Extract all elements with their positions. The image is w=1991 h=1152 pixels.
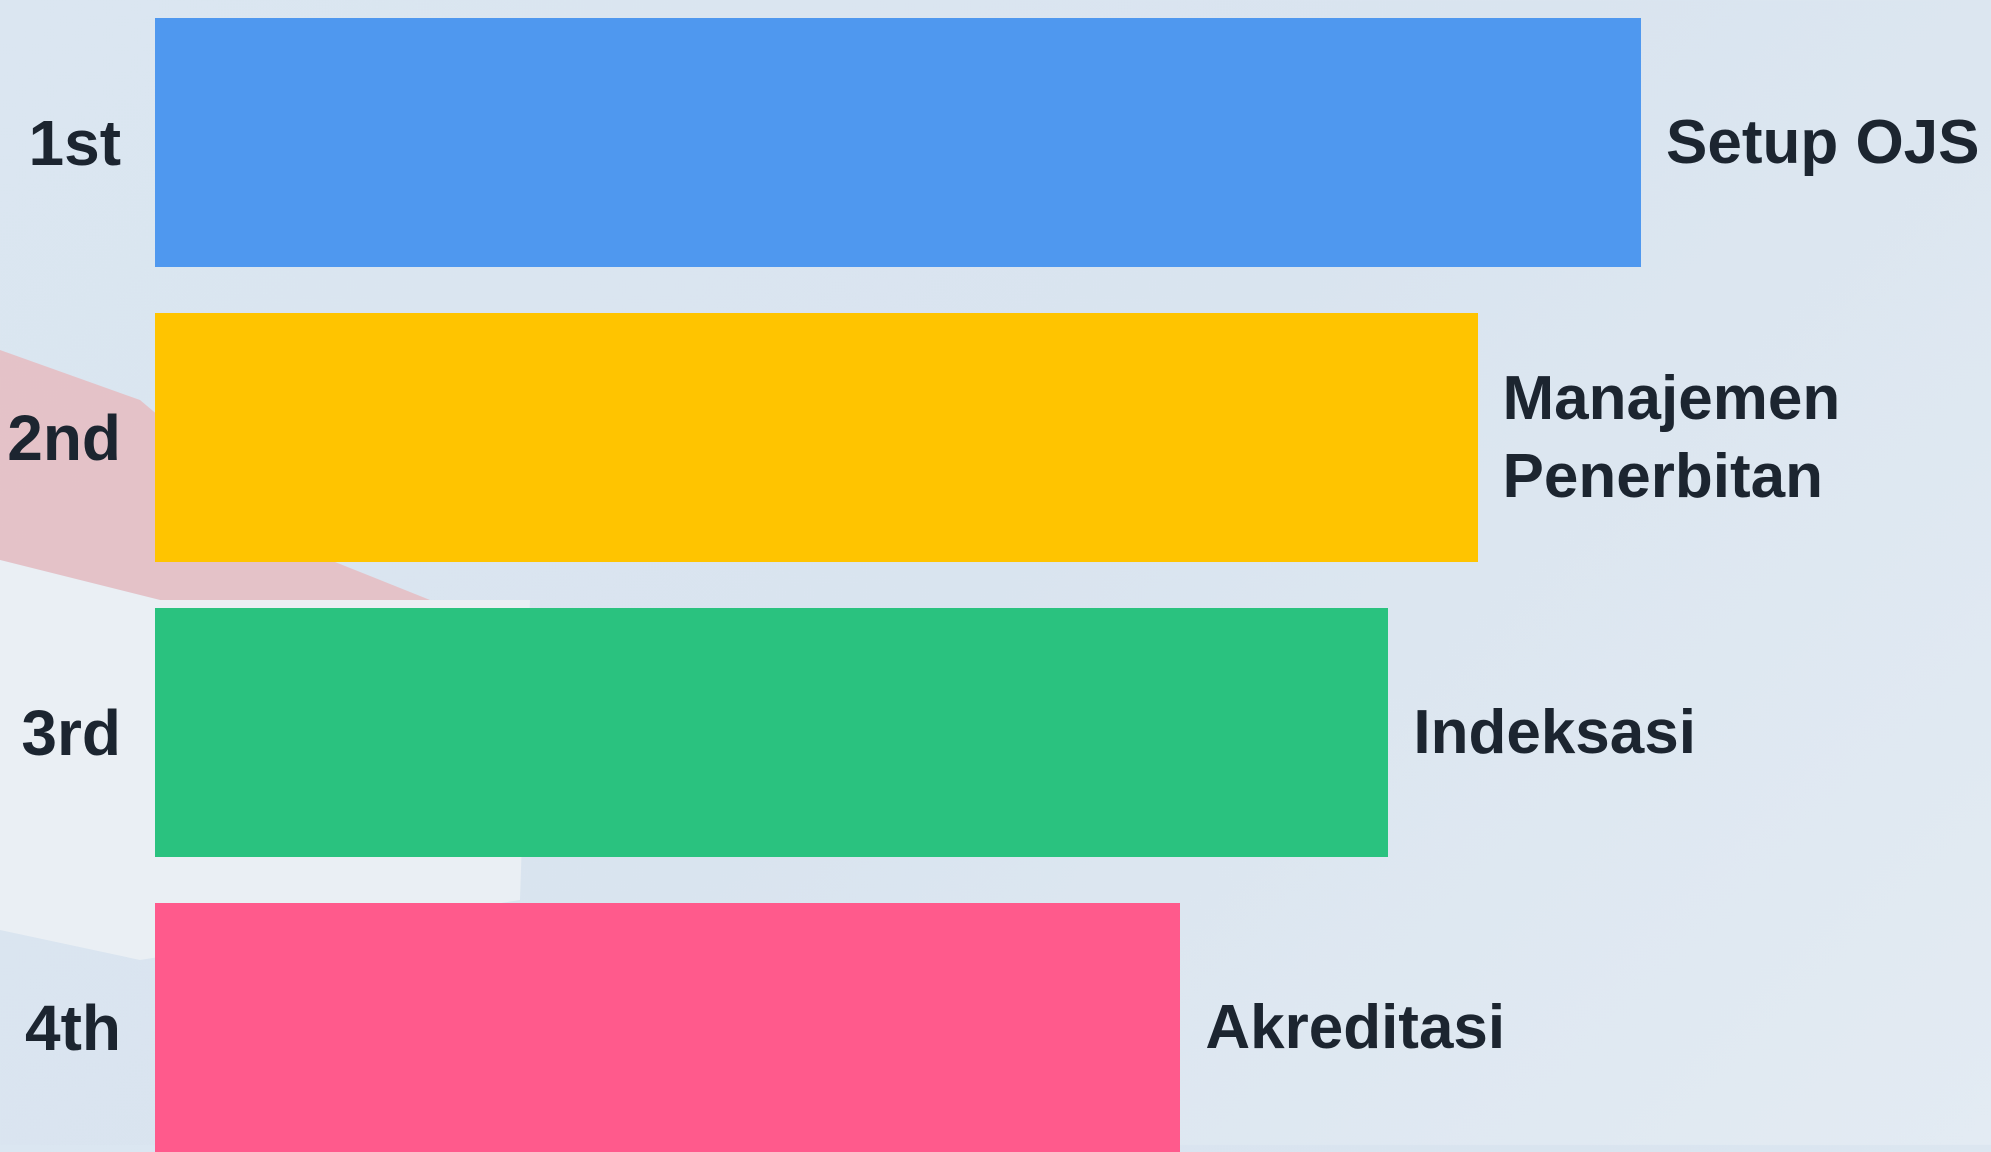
category-label: Setup OJS xyxy=(1666,107,1980,177)
bar xyxy=(155,18,1641,267)
rank-label: 4th xyxy=(25,991,121,1064)
category-label: Akreditasi xyxy=(1205,992,1506,1062)
bar xyxy=(155,313,1478,562)
rank-label: 1st xyxy=(28,106,122,179)
category-label: Manajemen Penerbitan xyxy=(1502,364,1841,511)
rank-label: 3rd xyxy=(21,696,121,769)
category-label: Indeksasi xyxy=(1413,697,1696,767)
bar xyxy=(155,608,1389,857)
bar xyxy=(155,903,1181,1152)
rank-label: 2nd xyxy=(7,401,121,474)
